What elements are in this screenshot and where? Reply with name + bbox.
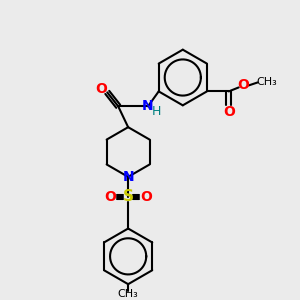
Text: N: N — [142, 99, 154, 113]
Text: S: S — [123, 189, 134, 204]
Text: O: O — [223, 105, 235, 119]
Text: CH₃: CH₃ — [118, 289, 139, 299]
Text: O: O — [104, 190, 116, 204]
Text: H: H — [151, 105, 160, 118]
Text: CH₃: CH₃ — [256, 77, 277, 88]
Text: N: N — [122, 170, 134, 184]
Text: O: O — [140, 190, 152, 204]
Text: O: O — [95, 82, 107, 96]
Text: O: O — [238, 78, 250, 92]
